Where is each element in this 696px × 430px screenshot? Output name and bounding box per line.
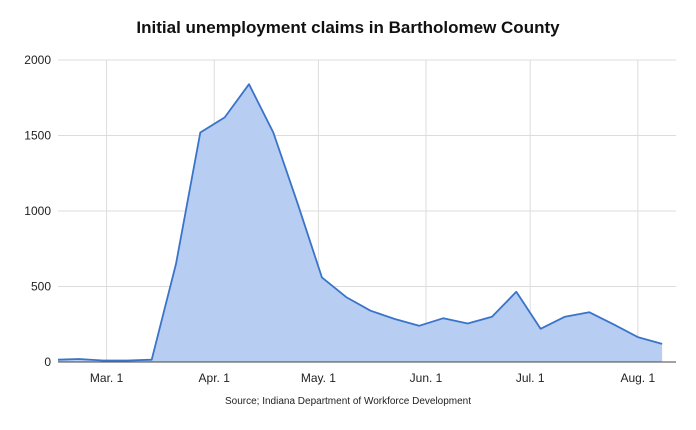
y-tick-label: 500 bbox=[31, 280, 51, 294]
x-tick-label: May. 1 bbox=[301, 371, 336, 385]
x-tick-label: Aug. 1 bbox=[620, 371, 655, 385]
y-tick-label: 0 bbox=[44, 355, 51, 369]
y-tick-label: 1000 bbox=[24, 204, 51, 218]
y-tick-label: 2000 bbox=[24, 53, 51, 67]
series-line bbox=[57, 83, 663, 362]
series-layer bbox=[57, 83, 676, 363]
x-tick-label: Apr. 1 bbox=[199, 371, 231, 385]
x-tick-label: Jun. 1 bbox=[410, 371, 443, 385]
chart-source: Source; Indiana Department of Workforce … bbox=[224, 396, 472, 407]
y-tick-label: 1500 bbox=[24, 129, 51, 143]
chart-title: Initial unemployment claims in Bartholom… bbox=[136, 18, 560, 37]
x-tick-label: Mar. 1 bbox=[90, 371, 124, 385]
axis-layer: 0 500 1000 1500 2000 Mar. 1 Apr. 1 May. 1 Jun. 1… bbox=[24, 53, 655, 385]
series-area bbox=[58, 84, 663, 362]
x-tick-label: Jul. 1 bbox=[516, 371, 545, 385]
